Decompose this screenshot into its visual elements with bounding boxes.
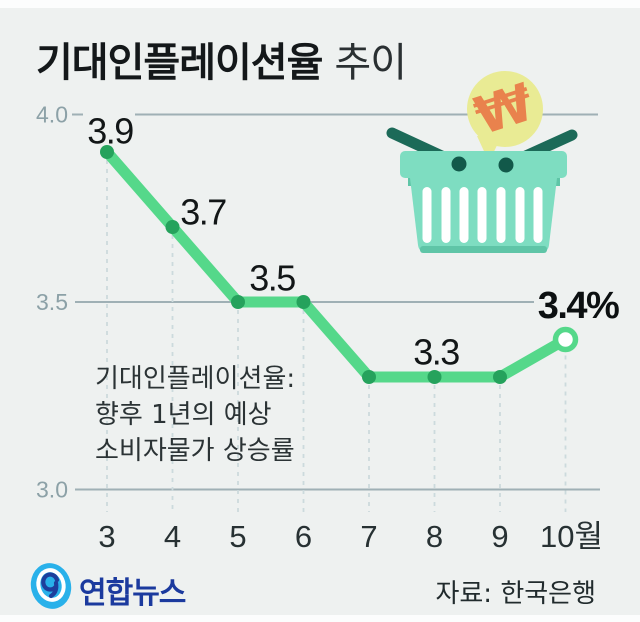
basket-stripe: [459, 187, 469, 243]
value-label: 3.5: [249, 258, 295, 299]
y-tick-label: 4.0: [36, 102, 68, 128]
droplines-group: [106, 160, 567, 512]
x-tick-label: 6: [295, 519, 312, 554]
yonhap-logo-ring: [36, 568, 66, 602]
value-label: 3.9: [87, 111, 133, 152]
data-point: [362, 370, 376, 384]
basket-stripe: [441, 187, 451, 243]
speech-bubble: [467, 71, 543, 147]
yonhap-logo-glyph: [41, 572, 60, 599]
title-main: 기대인플레이션율: [36, 40, 323, 86]
basket-bottom-shadow: [420, 246, 547, 253]
basket-stripe: [477, 187, 487, 243]
x-tick-label: 9: [491, 519, 508, 554]
labels-group: 3.9 3.7 3.5 3.3 3.4% 3 4 5 6 7 8 9 10월: [87, 111, 620, 555]
x-tick-label: 10월: [540, 519, 603, 554]
basket-stripes: [422, 187, 543, 243]
speech-bubble-tail: [477, 136, 501, 162]
value-label: 3.7: [180, 192, 226, 233]
data-point: [100, 145, 114, 159]
handle-knob-right: [498, 157, 514, 173]
definition-line: 기대인플레이션율:: [95, 364, 296, 394]
yonhap-logo-blob: [30, 563, 72, 609]
gridlines-group: 4.0 3.5 3.0: [36, 102, 600, 503]
value-label: 3.4%: [538, 285, 619, 327]
top-margin: [0, 0, 640, 8]
x-tick-label: 5: [229, 519, 246, 554]
basket-stripe: [515, 187, 525, 243]
definition-line: 소비자물가 상승률: [95, 436, 295, 466]
source-credit: 자료: 한국은행: [435, 579, 596, 609]
handle-knob-left: [451, 156, 467, 172]
series-group: [100, 145, 579, 384]
basket-rim: [400, 151, 567, 178]
basket-stripe: [533, 187, 543, 243]
x-tick-label: 7: [360, 519, 377, 554]
x-tick-label: 8: [426, 519, 443, 554]
definition-line: 향후 1년의 예상: [95, 400, 272, 430]
x-tick-label: 4: [164, 519, 181, 554]
y-tick-label: 3.5: [36, 289, 68, 315]
value-label: 3.3: [413, 332, 459, 373]
definition-note: 기대인플레이션율: 향후 1년의 예상 소비자물가 상승률: [95, 361, 295, 469]
basket-stripe: [422, 187, 432, 243]
data-point-highlighted: [552, 326, 579, 353]
yonhap-logo: [30, 563, 72, 609]
page-title: 기대인플레이션율 추이: [36, 30, 407, 88]
basket-illustration: ₩: [386, 71, 578, 253]
series-line: [101, 146, 571, 383]
x-tick-label: 3: [98, 519, 115, 554]
bottom-margin: [0, 615, 640, 622]
data-point: [231, 295, 245, 309]
y-tick-label: 3.0: [36, 477, 68, 503]
data-point: [427, 370, 442, 384]
agency-name: 연합뉴스: [79, 576, 186, 611]
data-point: [296, 295, 311, 309]
title-sub: 추이: [334, 40, 407, 86]
data-point: [165, 220, 180, 234]
basket-stripe: [496, 187, 506, 243]
data-point: [493, 370, 507, 384]
